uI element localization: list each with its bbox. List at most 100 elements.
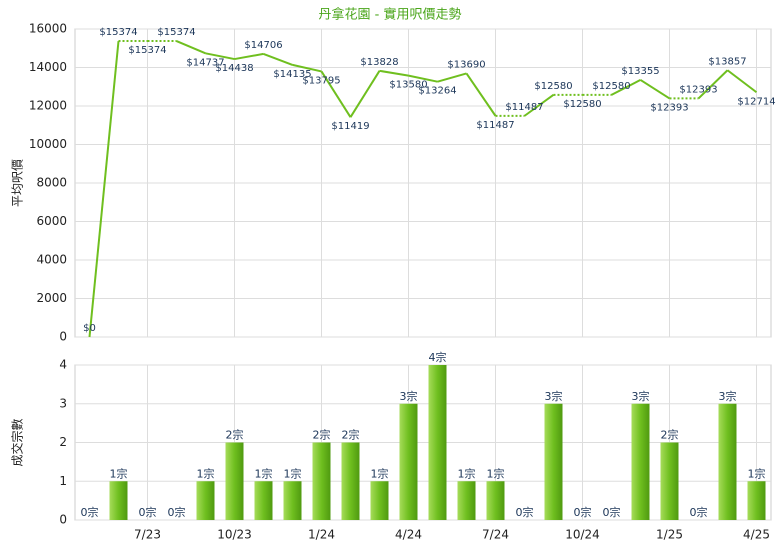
line-segment	[205, 52, 235, 61]
data-label: $12580	[534, 81, 572, 92]
line-segment	[292, 63, 322, 73]
data-label: $13355	[621, 66, 659, 77]
data-label: 2宗	[342, 428, 360, 442]
data-label: $12714	[737, 96, 775, 107]
data-label: 0宗	[603, 505, 621, 519]
data-label: $12580	[592, 81, 630, 92]
x-tick-label: 4/25	[743, 528, 770, 542]
bar	[660, 442, 679, 520]
data-label: $14135	[273, 69, 311, 80]
x-tick-label: 7/23	[134, 528, 161, 542]
y-tick-label: 6000	[36, 214, 67, 228]
line-segment	[465, 72, 497, 117]
bar	[225, 442, 244, 520]
data-label: $15374	[157, 27, 195, 38]
x-tick-label: 1/24	[308, 528, 335, 542]
chart-title: 丹拿花園 - 實用呎價走勢	[319, 7, 462, 23]
line-segment	[263, 52, 293, 66]
data-label: 1宗	[197, 466, 215, 480]
data-label: 1宗	[284, 466, 302, 480]
bar	[631, 403, 650, 520]
line-segment	[611, 79, 641, 96]
bar	[747, 481, 766, 520]
y-tick-label: 16000	[29, 22, 67, 36]
y-tick-label: 8000	[36, 176, 67, 190]
y-tick-label: 10000	[29, 137, 67, 151]
x-tick-label: 7/24	[482, 528, 509, 542]
data-label: 3宗	[632, 389, 650, 403]
data-label: 1宗	[255, 466, 273, 480]
bar	[312, 442, 331, 520]
y-tick-label: 0	[59, 513, 67, 527]
data-label: 2宗	[313, 428, 331, 442]
data-label: $11487	[505, 102, 543, 113]
y-tick-label: 14000	[29, 60, 67, 74]
bar	[196, 481, 215, 520]
line-segment	[176, 40, 206, 55]
data-label: 2宗	[226, 428, 244, 442]
bar	[109, 481, 128, 520]
data-label: $13857	[708, 56, 746, 67]
data-label: $12580	[563, 99, 601, 110]
y-tick-label: 4000	[36, 253, 67, 267]
y-tick-label: 12000	[29, 99, 67, 113]
data-label: $13264	[418, 86, 456, 97]
y-tick-label: 0	[59, 330, 67, 344]
bar	[544, 403, 563, 520]
line-segment	[234, 52, 264, 61]
line-segment	[523, 94, 555, 117]
data-label: 0宗	[574, 505, 592, 519]
y-axis-title: 平均呎價	[11, 159, 25, 207]
data-label: 3宗	[400, 389, 418, 403]
line-segment	[726, 69, 758, 94]
data-label: 2宗	[661, 428, 679, 442]
data-label: $13690	[447, 59, 485, 70]
data-label: $12393	[650, 102, 688, 113]
data-label: $14438	[215, 63, 253, 74]
data-label: 4宗	[429, 350, 447, 364]
data-label: $13580	[389, 80, 427, 91]
line-segment	[639, 79, 671, 100]
data-label: 1宗	[487, 466, 505, 480]
bar	[283, 481, 302, 520]
data-label: 0宗	[81, 505, 99, 519]
data-label: $0	[83, 323, 96, 334]
bar	[718, 403, 737, 520]
y-tick-label: 2000	[36, 291, 67, 305]
x-tick-label: 4/24	[395, 528, 422, 542]
y-tick-label: 4	[59, 358, 67, 372]
data-label: $13795	[302, 75, 340, 86]
line-segment	[408, 74, 438, 83]
bar	[486, 481, 505, 520]
y-tick-label: 3	[59, 396, 67, 410]
data-label: 1宗	[110, 466, 128, 480]
data-label: $11487	[476, 120, 514, 131]
y-axis-title: 成交宗數	[10, 418, 25, 466]
data-label: 0宗	[690, 505, 708, 519]
x-tick-label: 10/23	[217, 528, 252, 542]
bar	[428, 365, 447, 520]
data-label: $15374	[128, 45, 166, 56]
line-segment	[697, 69, 729, 100]
x-tick-label: 10/24	[565, 528, 600, 542]
data-label: 0宗	[516, 505, 534, 519]
data-label: $15374	[99, 27, 137, 38]
line-segment	[349, 70, 381, 118]
bar	[341, 442, 360, 520]
bar	[370, 481, 389, 520]
data-label: 3宗	[719, 389, 737, 403]
data-label: $14737	[186, 57, 224, 68]
bar	[254, 481, 273, 520]
x-tick-label: 1/25	[656, 528, 683, 542]
data-label: $12393	[679, 84, 717, 95]
data-label: $14706	[244, 40, 282, 51]
y-tick-label: 1	[59, 474, 67, 488]
data-label: 1宗	[458, 466, 476, 480]
line-segment	[320, 70, 352, 118]
data-label: 0宗	[139, 505, 157, 519]
bar	[399, 403, 418, 520]
data-label: $11419	[331, 121, 369, 132]
data-label: 3宗	[545, 389, 563, 403]
